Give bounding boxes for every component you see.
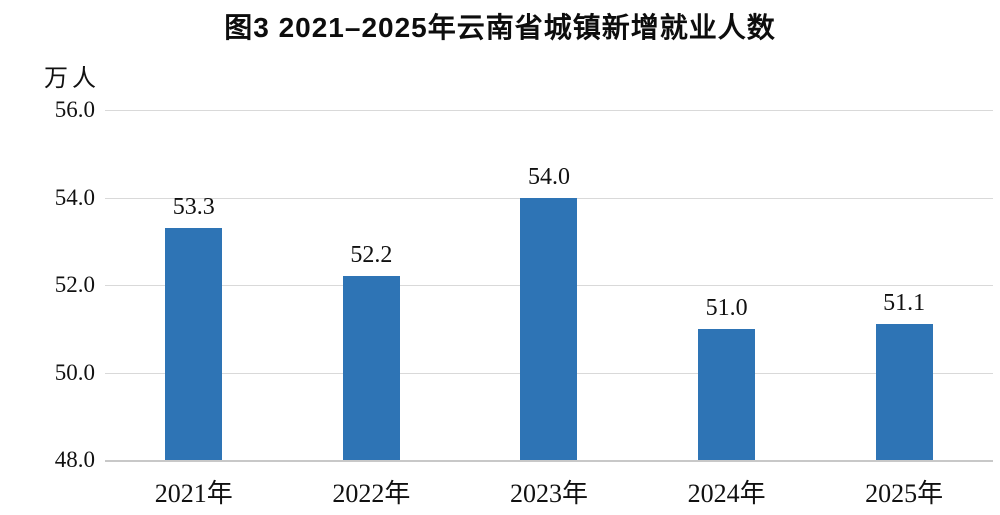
bars-group: 53.3 52.2 54.0 51.0 51.1 xyxy=(105,110,993,460)
gridline xyxy=(105,110,993,111)
y-tick-label: 54.0 xyxy=(54,184,95,210)
bar-column: 51.0 xyxy=(638,110,816,460)
bar-column: 52.2 xyxy=(283,110,461,460)
bar-value-label: 53.3 xyxy=(172,194,215,221)
bar-value-label: 54.0 xyxy=(527,163,570,190)
y-tick-label: 48.0 xyxy=(54,447,95,472)
y-axis-unit-label: 万人 xyxy=(44,66,100,92)
x-axis: 2021年 2022年 2023年 2024年 2025年 xyxy=(105,473,993,510)
x-axis-label: 2024年 xyxy=(687,479,766,508)
chart-title: 图3 2021–2025年云南省城镇新增就业人数 xyxy=(224,12,776,43)
y-tick-label: 52.0 xyxy=(54,272,95,297)
bar-2021年 xyxy=(165,228,223,460)
bar-column: 54.0 xyxy=(460,110,638,460)
bar-column: 51.1 xyxy=(815,110,993,460)
bar-value-label: 52.2 xyxy=(350,242,393,269)
bar-column: 53.3 xyxy=(105,110,283,460)
plot-area: 53.3 52.2 54.0 51.0 51.1 xyxy=(105,110,993,462)
x-axis-label: 2022年 xyxy=(332,479,411,508)
bar-value-label: 51.0 xyxy=(705,294,748,321)
bar-2022年 xyxy=(342,276,400,460)
x-axis-label: 2023年 xyxy=(509,479,588,508)
x-axis-label: 2021年 xyxy=(154,479,233,508)
bar-2024年 xyxy=(698,328,756,460)
bar-value-label: 51.1 xyxy=(883,290,926,317)
x-axis-label: 2025年 xyxy=(865,479,944,508)
y-tick-label: 50.0 xyxy=(54,359,95,385)
bar-2023年 xyxy=(520,197,578,460)
y-axis: 56.0 54.0 52.0 50.0 48.0 xyxy=(0,97,95,472)
bar-2025年 xyxy=(875,324,933,460)
y-tick-label: 56.0 xyxy=(54,97,95,122)
